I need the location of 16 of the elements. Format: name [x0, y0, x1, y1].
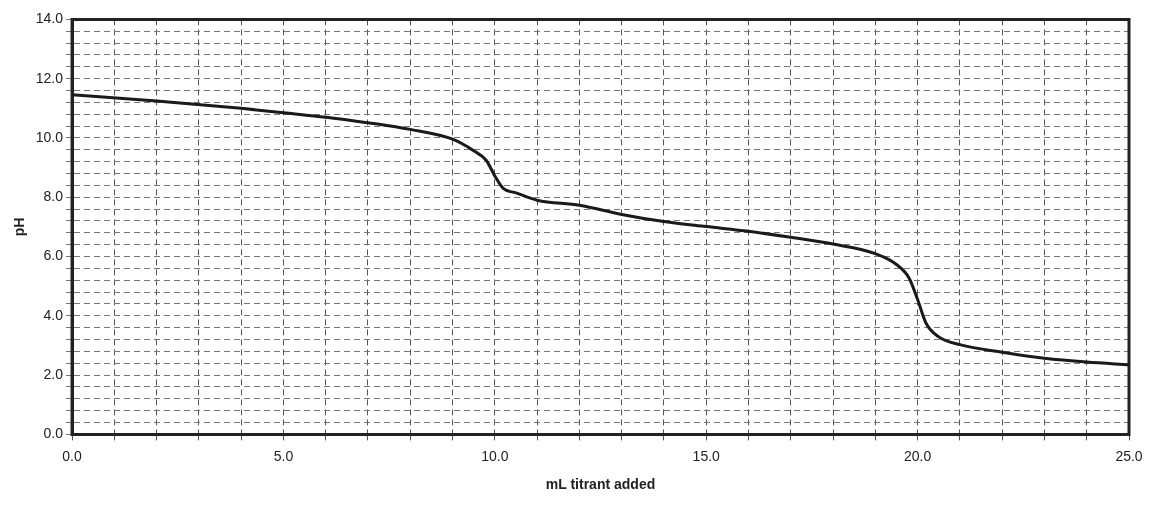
x-tick-label: 0.0	[62, 447, 82, 464]
x-tick-label: 15.0	[692, 447, 721, 464]
y-tick-label: 2.0	[43, 365, 64, 382]
y-tick-label: 0.0	[43, 425, 64, 442]
y-tick-label: 10.0	[35, 128, 64, 145]
x-tick-label: 5.0	[273, 447, 294, 464]
y-tick-label: 12.0	[35, 69, 64, 86]
x-axis-title: mL titrant added	[545, 476, 656, 493]
y-tick-label: 4.0	[43, 306, 64, 323]
y-axis-title: pH	[11, 217, 28, 237]
x-tick-label: 10.0	[481, 447, 509, 464]
y-tick-label: 6.0	[43, 247, 64, 264]
x-tick-label: 25.0	[1115, 447, 1143, 464]
y-tick-label: 8.0	[43, 188, 64, 205]
y-tick-label: 14.0	[35, 10, 64, 27]
x-tick-label: 20.0	[903, 447, 932, 464]
